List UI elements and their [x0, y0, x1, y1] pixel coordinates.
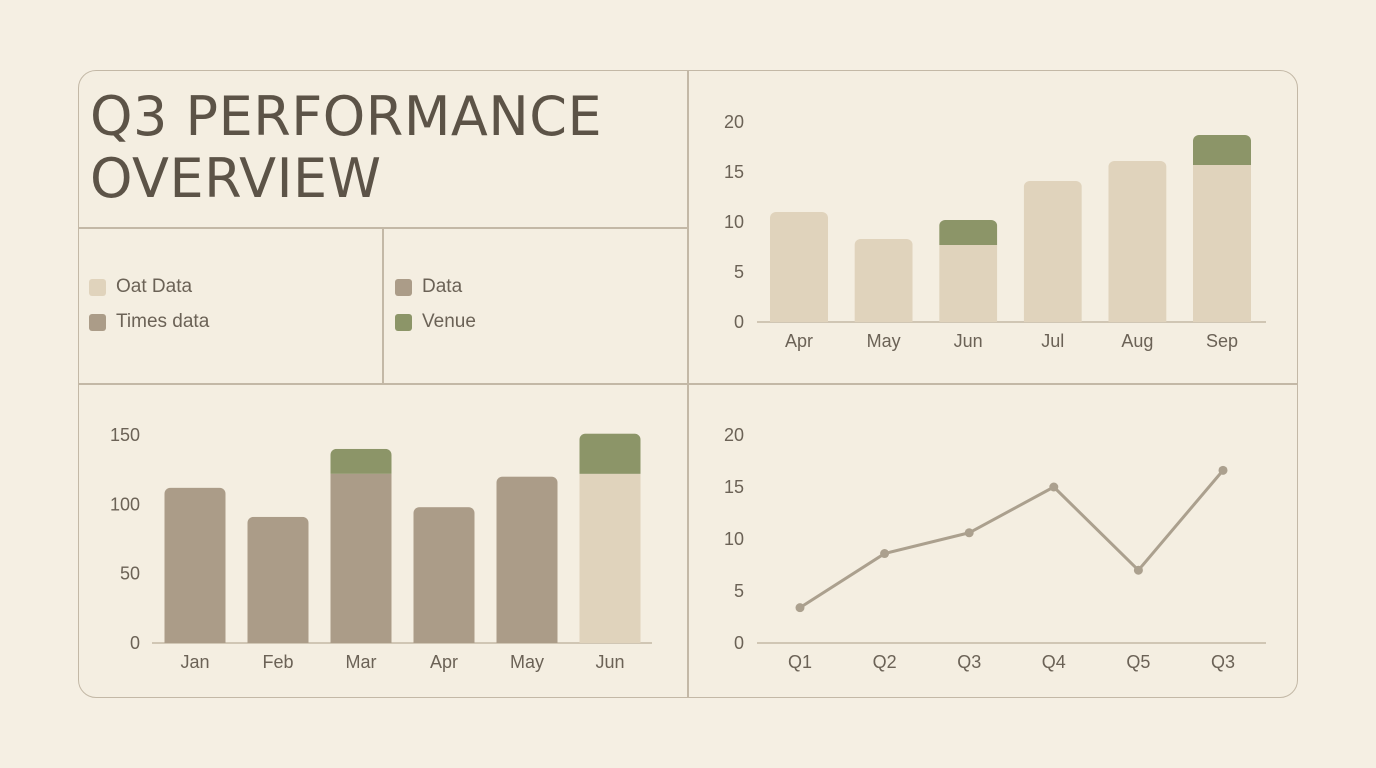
bar-segment — [939, 220, 998, 245]
data-point — [1049, 482, 1059, 492]
bar-segment — [496, 476, 558, 643]
bar-segment — [413, 507, 475, 643]
data-point — [964, 528, 974, 538]
x-tick-label: Jan — [180, 652, 209, 672]
x-tick-label: Sep — [1206, 331, 1238, 351]
x-tick-label: Q1 — [788, 652, 812, 672]
legend-item-times-data: Times data — [89, 311, 209, 333]
series-line — [799, 469, 1225, 609]
bar-segment — [1023, 181, 1082, 322]
divider-horizontal-middle — [79, 383, 1297, 385]
y-tick-label: 10 — [724, 212, 744, 232]
monthly-bar-chart-apr-sep: 0 5 10 15 20 Apr May Jun Jul Aug Sep — [724, 112, 1266, 351]
divider-legend-center — [382, 228, 384, 383]
y-tick-label: 0 — [130, 633, 140, 653]
data-point — [1133, 565, 1143, 575]
legend-label: Times data — [116, 311, 210, 332]
bar-segment — [1193, 135, 1251, 165]
bar-segment — [770, 212, 828, 322]
x-tick-label: Q5 — [1126, 652, 1150, 672]
legend-swatch — [89, 278, 106, 296]
y-tick-label: 20 — [724, 425, 744, 445]
bar-segment — [939, 245, 998, 322]
y-tick-label: 15 — [724, 477, 744, 497]
y-tick-label: 5 — [734, 262, 744, 282]
x-tick-label: Apr — [785, 331, 813, 351]
page-title: Q3 PERFORMANCE OVERVIEW — [90, 86, 602, 210]
data-point — [1218, 465, 1228, 475]
monthly-bar-chart-jan-jun: 0 50 100 150 Jan Feb Mar Apr May Jun — [110, 425, 652, 672]
quarterly-line-chart: 0 5 10 15 20 Q1 Q2 Q3 Q4 Q5 Q3 — [724, 425, 1266, 672]
y-tick-label: 100 — [110, 494, 140, 514]
legend-item-oat-data: Oat Data — [89, 276, 192, 298]
x-tick-label: Mar — [346, 652, 377, 672]
title-line-1: Q3 PERFORMANCE — [90, 85, 603, 148]
x-tick-label: Jul — [1041, 331, 1064, 351]
x-tick-label: May — [510, 652, 544, 672]
x-tick-label: May — [867, 331, 901, 351]
x-tick-label: Q3 — [957, 652, 981, 672]
y-tick-label: 5 — [734, 581, 744, 601]
data-point — [880, 549, 890, 559]
x-tick-label: Q4 — [1042, 652, 1066, 672]
bar-segment — [330, 448, 392, 474]
y-tick-label: 15 — [724, 162, 744, 182]
data-point — [795, 603, 805, 613]
x-tick-label: Q3 — [1211, 652, 1235, 672]
x-tick-label: Jun — [954, 331, 983, 351]
bar-segment — [164, 487, 226, 643]
bar-segment — [854, 239, 913, 322]
y-tick-label: 50 — [120, 564, 140, 584]
bar-segment — [330, 473, 392, 643]
x-tick-label: Apr — [430, 652, 458, 672]
y-tick-label: 10 — [724, 529, 744, 549]
legend-item-data: Data — [395, 276, 462, 298]
x-tick-label: Jun — [595, 652, 624, 672]
x-tick-label: Feb — [262, 652, 293, 672]
bar-segment — [247, 516, 309, 643]
y-tick-label: 20 — [724, 112, 744, 132]
bar-segment — [579, 473, 641, 643]
legend-label: Venue — [422, 311, 476, 332]
x-tick-label: Q2 — [873, 652, 897, 672]
legend-item-venue: Venue — [395, 311, 476, 333]
title-line-2: OVERVIEW — [90, 147, 382, 210]
y-tick-label: 0 — [734, 312, 744, 332]
legend-swatch — [395, 313, 412, 331]
bar-segment — [579, 433, 641, 474]
legend-label: Data — [422, 276, 463, 297]
x-tick-label: Aug — [1121, 331, 1153, 351]
legend-swatch — [89, 313, 106, 331]
legend-label: Oat Data — [116, 276, 193, 297]
bar-segment — [1108, 161, 1167, 322]
divider-title-bottom — [79, 227, 688, 229]
y-tick-label: 150 — [110, 425, 140, 445]
y-tick-label: 0 — [734, 633, 744, 653]
bar-segment — [1193, 165, 1251, 322]
legend-swatch — [395, 278, 412, 296]
